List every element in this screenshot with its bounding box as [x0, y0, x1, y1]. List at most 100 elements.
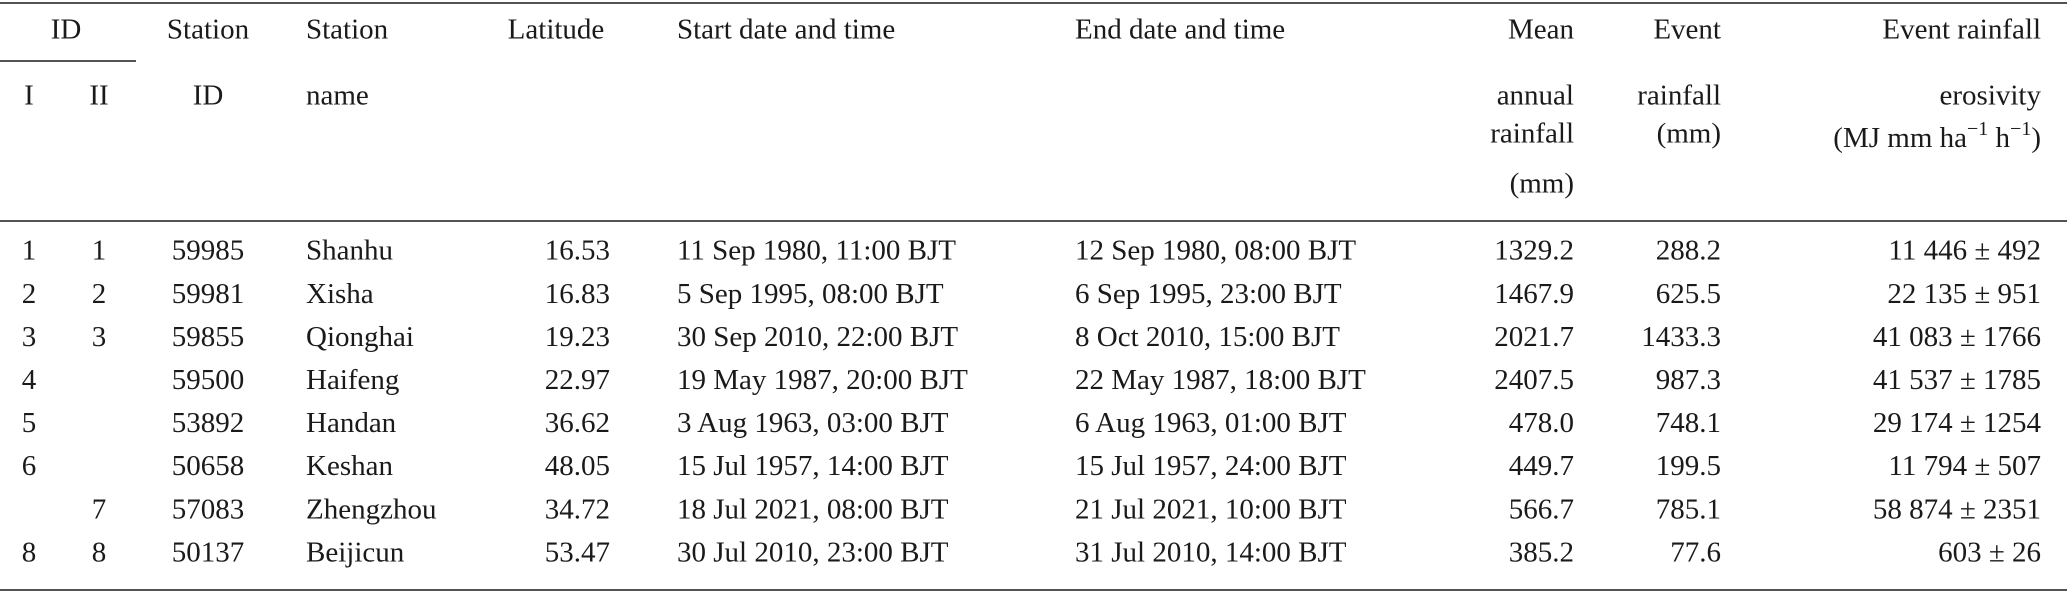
header-cell: ID	[51, 14, 82, 46]
table-cell: 6 Aug 1963, 01:00 BJT	[1075, 407, 1347, 439]
table-cell: 59985	[172, 235, 245, 267]
table-cell: 3	[22, 321, 37, 353]
table-cell: 566.7	[1509, 493, 1574, 525]
table-cell: Beijicun	[306, 536, 405, 568]
table-cell: 22.97	[545, 364, 610, 396]
header-cell: Station	[306, 14, 389, 46]
table-cell: 12 Sep 1980, 08:00 BJT	[1075, 235, 1356, 267]
table-cell: 15 Jul 1957, 14:00 BJT	[677, 450, 949, 482]
table-cell: 18 Jul 2021, 08:00 BJT	[677, 493, 949, 525]
table-cell: 1467.9	[1494, 278, 1574, 310]
header-cell: End date and time	[1075, 14, 1285, 46]
table-cell: 385.2	[1509, 536, 1574, 568]
table-cell: 57083	[172, 493, 245, 525]
header-cell: annual	[1497, 80, 1574, 112]
table-cell: 31 Jul 2010, 14:00 BJT	[1075, 536, 1347, 568]
table-cell: 36.62	[545, 407, 610, 439]
table-cell: 8	[92, 536, 107, 568]
table-cell: 3	[92, 321, 107, 353]
header-unit: (MJ mm ha−1 h−1)	[1833, 118, 2041, 154]
table-cell: 19.23	[545, 321, 610, 353]
table-cell: 5 Sep 1995, 08:00 BJT	[677, 278, 944, 310]
table-cell: 50137	[172, 536, 245, 568]
header-cell: II	[89, 80, 108, 112]
header-cell: (mm)	[1510, 168, 1574, 200]
table-cell: 449.7	[1509, 450, 1574, 482]
table-cell: 748.1	[1656, 407, 1721, 439]
table-cell: 2021.7	[1494, 321, 1574, 353]
table-cell: 2	[22, 278, 37, 310]
header-cell: I	[24, 80, 34, 112]
unit-part: (MJ mm ha	[1833, 122, 1967, 154]
table-cell: 8 Oct 2010, 15:00 BJT	[1075, 321, 1340, 353]
table-cell: 19 May 1987, 20:00 BJT	[677, 364, 968, 396]
table-cell: 11 Sep 1980, 11:00 BJT	[677, 235, 956, 267]
unit-part: )	[2031, 122, 2041, 154]
table-cell: Zhengzhou	[306, 493, 436, 525]
header-cell: Start date and time	[677, 14, 895, 46]
table-cell: 34.72	[545, 493, 610, 525]
unit-part: h	[1988, 122, 2010, 154]
table-cell: 3 Aug 1963, 03:00 BJT	[677, 407, 949, 439]
table-cell: 4	[22, 364, 37, 396]
table-cell: 603 ± 26	[1938, 536, 2041, 568]
table-cell: 11 446 ± 492	[1888, 235, 2041, 267]
table-cell: Keshan	[306, 450, 393, 482]
table-cell: 625.5	[1656, 278, 1721, 310]
table-cell: 59500	[172, 364, 245, 396]
table-cell: 8	[22, 536, 37, 568]
header-cell: Event	[1653, 14, 1721, 46]
table-cell: 5	[22, 407, 37, 439]
table-cell: 53.47	[545, 536, 610, 568]
table-cell: 30 Jul 2010, 23:00 BJT	[677, 536, 949, 568]
table-cell: 2	[92, 278, 107, 310]
table-cell: Qionghai	[306, 321, 414, 353]
table-cell: 1	[92, 235, 107, 267]
table-cell: Shanhu	[306, 235, 393, 267]
table-cell: 30 Sep 2010, 22:00 BJT	[677, 321, 958, 353]
table-cell: 22 135 ± 951	[1887, 278, 2041, 310]
table-cell: 785.1	[1656, 493, 1721, 525]
table-cell: 1	[22, 235, 37, 267]
table-cell: 6 Sep 1995, 23:00 BJT	[1075, 278, 1342, 310]
header-cell: erosivity	[1940, 80, 2042, 112]
header-cell: Event rainfall	[1882, 14, 2041, 46]
table-cell: 59981	[172, 278, 245, 310]
table-cell: 77.6	[1670, 536, 1721, 568]
table-cell: Handan	[306, 407, 397, 439]
table-cell: 987.3	[1656, 364, 1721, 396]
table-cell: 48.05	[545, 450, 610, 482]
table-cell: 7	[92, 493, 107, 525]
table-cell: 288.2	[1656, 235, 1721, 267]
table-cell: 16.83	[545, 278, 610, 310]
table-cell: 1433.3	[1641, 321, 1721, 353]
header-cell: name	[306, 80, 369, 112]
table-cell: 53892	[172, 407, 245, 439]
table-cell: 21 Jul 2021, 10:00 BJT	[1075, 493, 1347, 525]
table-cell: Xisha	[306, 278, 374, 310]
table-cell: 59855	[172, 321, 245, 353]
header-cell: ID	[193, 80, 224, 112]
table-cell: 41 537 ± 1785	[1873, 364, 2041, 396]
unit-sup: −1	[1967, 118, 1988, 140]
table-cell: 478.0	[1509, 407, 1574, 439]
table-cell: 15 Jul 1957, 24:00 BJT	[1075, 450, 1347, 482]
table-cell: 11 794 ± 507	[1888, 450, 2041, 482]
table-cell: 58 874 ± 2351	[1873, 493, 2041, 525]
table-cell: 22 May 1987, 18:00 BJT	[1075, 364, 1366, 396]
header-cell: (mm)	[1657, 118, 1721, 150]
table-cell: 41 083 ± 1766	[1873, 321, 2041, 353]
table-cell: 2407.5	[1494, 364, 1574, 396]
header-cell: rainfall	[1490, 118, 1574, 150]
table-cell: 50658	[172, 450, 245, 482]
table-cell: 1329.2	[1494, 235, 1574, 267]
table-cell: 29 174 ± 1254	[1873, 407, 2042, 439]
header-cell: Station	[167, 14, 250, 46]
unit-sup: −1	[2010, 118, 2031, 140]
table-cell: Haifeng	[306, 364, 399, 396]
table-cell: 6	[22, 450, 37, 482]
table-cell: 16.53	[545, 235, 610, 267]
header-cell: Latitude	[508, 14, 605, 46]
